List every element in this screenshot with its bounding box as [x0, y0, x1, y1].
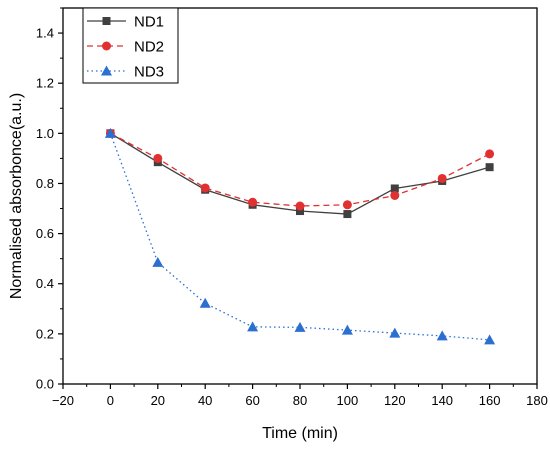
series-nd3 — [104, 127, 496, 345]
x-axis-title: Time (min) — [262, 425, 338, 442]
x-tick-label: 20 — [151, 393, 165, 408]
x-tick-label: 80 — [293, 393, 307, 408]
x-tick-label: 140 — [431, 393, 453, 408]
legend-marker — [102, 41, 111, 51]
data-point — [437, 173, 447, 183]
y-tick-label: 0.0 — [36, 377, 54, 392]
legend-label: ND3 — [134, 64, 164, 81]
y-axis-title: Normalised absorbonce(a.u.) — [8, 93, 25, 299]
series-layer — [104, 127, 496, 345]
x-tick-label: 100 — [337, 393, 359, 408]
legend: ND1 ND2 ND3 — [82, 7, 179, 84]
data-point — [484, 334, 496, 345]
series-nd2 — [105, 128, 495, 211]
legend-item-nd2: ND2 — [87, 39, 164, 56]
data-point — [104, 127, 116, 138]
x-tick-label: −20 — [52, 393, 74, 408]
data-point — [153, 153, 163, 163]
data-point — [294, 321, 306, 332]
data-point — [436, 330, 448, 341]
legend-marker — [102, 17, 111, 25]
y-tick-label: 1.2 — [36, 76, 54, 91]
data-point — [295, 201, 305, 211]
x-tick-label: 0 — [107, 393, 114, 408]
data-point — [342, 200, 352, 210]
data-point — [152, 256, 164, 267]
x-tick-label: 160 — [479, 393, 501, 408]
data-point — [343, 210, 352, 219]
y-tick-label: 0.2 — [36, 326, 54, 341]
data-point — [296, 207, 304, 216]
data-point — [485, 163, 494, 172]
legend-item-nd3: ND3 — [87, 64, 164, 81]
data-point — [248, 197, 258, 207]
series-line — [110, 132, 490, 207]
legend-label: ND1 — [134, 14, 164, 31]
x-tick-label: 40 — [198, 393, 212, 408]
data-point — [485, 149, 495, 159]
x-tick-label: 60 — [245, 393, 259, 408]
series-line — [109, 133, 490, 341]
y-tick-label: 0.4 — [36, 276, 54, 291]
data-point — [389, 327, 401, 338]
data-point — [390, 184, 399, 193]
data-point — [200, 183, 210, 193]
x-tick-label: 180 — [526, 393, 548, 408]
x-tick-label: 120 — [384, 393, 406, 408]
data-point — [199, 297, 211, 308]
y-tick-label: 1.4 — [36, 26, 54, 41]
data-point — [341, 324, 353, 335]
data-point — [390, 190, 400, 200]
legend-marker — [101, 65, 112, 76]
axes: −20 0 20 40 60 80 100 120 140 160 180 0.0 0.2 0.4 0.6 0… — [36, 7, 548, 408]
y-tick-label: 0.6 — [36, 226, 54, 241]
legend-item-nd1: ND1 — [87, 14, 164, 31]
data-point — [247, 321, 259, 332]
y-tick-label: 1.0 — [36, 126, 54, 141]
legend-label: ND2 — [134, 39, 164, 56]
y-tick-label: 0.8 — [36, 176, 54, 191]
